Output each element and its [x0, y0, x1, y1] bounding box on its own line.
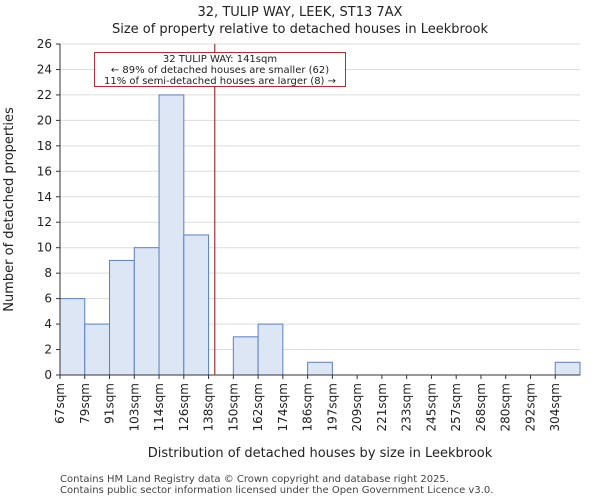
- y-tick-label: 10: [37, 241, 52, 255]
- footer-line2: Contains public sector information licen…: [60, 485, 494, 496]
- x-tick-label: 103sqm: [127, 383, 141, 431]
- x-tick-label: 257sqm: [449, 383, 463, 431]
- y-tick-label: 12: [37, 215, 52, 229]
- x-tick-label: 114sqm: [152, 383, 166, 431]
- x-tick-label: 67sqm: [53, 383, 67, 424]
- y-tick-label: 8: [44, 266, 52, 280]
- x-tick-label: 138sqm: [202, 383, 216, 431]
- y-axis-label: Number of detached properties: [2, 107, 17, 312]
- histogram-bar: [158, 94, 185, 376]
- footer-line1: Contains HM Land Registry data © Crown c…: [60, 474, 449, 485]
- chart-title-line2: Size of property relative to detached ho…: [111, 22, 489, 37]
- histogram-bar: [554, 361, 581, 376]
- histogram-bar: [232, 336, 259, 376]
- x-tick-label: 304sqm: [548, 383, 562, 431]
- histogram-bar: [307, 361, 333, 376]
- x-tick-label: 197sqm: [325, 383, 339, 431]
- y-tick-label: 6: [44, 292, 52, 306]
- x-tick-label: 280sqm: [499, 383, 513, 431]
- y-tick-label: 18: [37, 139, 52, 153]
- x-tick-label: 79sqm: [78, 383, 92, 424]
- x-tick-label: 292sqm: [523, 383, 537, 431]
- histogram-bar: [59, 298, 86, 376]
- x-tick-label: 209sqm: [350, 383, 364, 431]
- histogram-bar: [133, 247, 160, 376]
- y-tick-label: 4: [44, 317, 52, 331]
- histogram-bar: [183, 234, 210, 376]
- histogram-bar: [109, 259, 135, 376]
- y-tick-label: 16: [37, 164, 52, 178]
- y-tick-label: 20: [37, 113, 52, 127]
- x-tick-label: 174sqm: [276, 383, 290, 431]
- chart-title-line1: 32, TULIP WAY, LEEK, ST13 7AX: [197, 5, 403, 20]
- y-tick-label: 26: [37, 37, 52, 51]
- x-tick-label: 91sqm: [103, 383, 117, 424]
- x-tick-label: 245sqm: [424, 383, 438, 431]
- y-tick-label: 24: [37, 62, 52, 76]
- annotation-line3: 11% of semi-detached houses are larger (…: [103, 76, 337, 87]
- y-tick-label: 0: [44, 368, 52, 382]
- x-tick-label: 162sqm: [251, 383, 265, 431]
- x-axis-label: Distribution of detached houses by size …: [148, 446, 493, 461]
- histogram-bar: [84, 323, 111, 376]
- y-tick-label: 22: [37, 88, 52, 102]
- x-tick-label: 221sqm: [375, 383, 389, 431]
- y-tick-label: 2: [44, 343, 52, 357]
- property-annotation-box: 32 TULIP WAY: 141sqm ← 89% of detached h…: [94, 52, 346, 87]
- x-tick-label: 268sqm: [474, 383, 488, 431]
- x-tick-label: 150sqm: [226, 383, 240, 431]
- annotation-line1: 32 TULIP WAY: 141sqm: [162, 54, 278, 65]
- x-tick-label: 126sqm: [177, 383, 191, 431]
- x-tick-label: 186sqm: [301, 383, 315, 431]
- y-tick-label: 14: [37, 190, 52, 204]
- x-tick-label: 233sqm: [400, 383, 414, 431]
- histogram-bar: [257, 323, 284, 376]
- annotation-line2: ← 89% of detached houses are smaller (62…: [110, 65, 330, 76]
